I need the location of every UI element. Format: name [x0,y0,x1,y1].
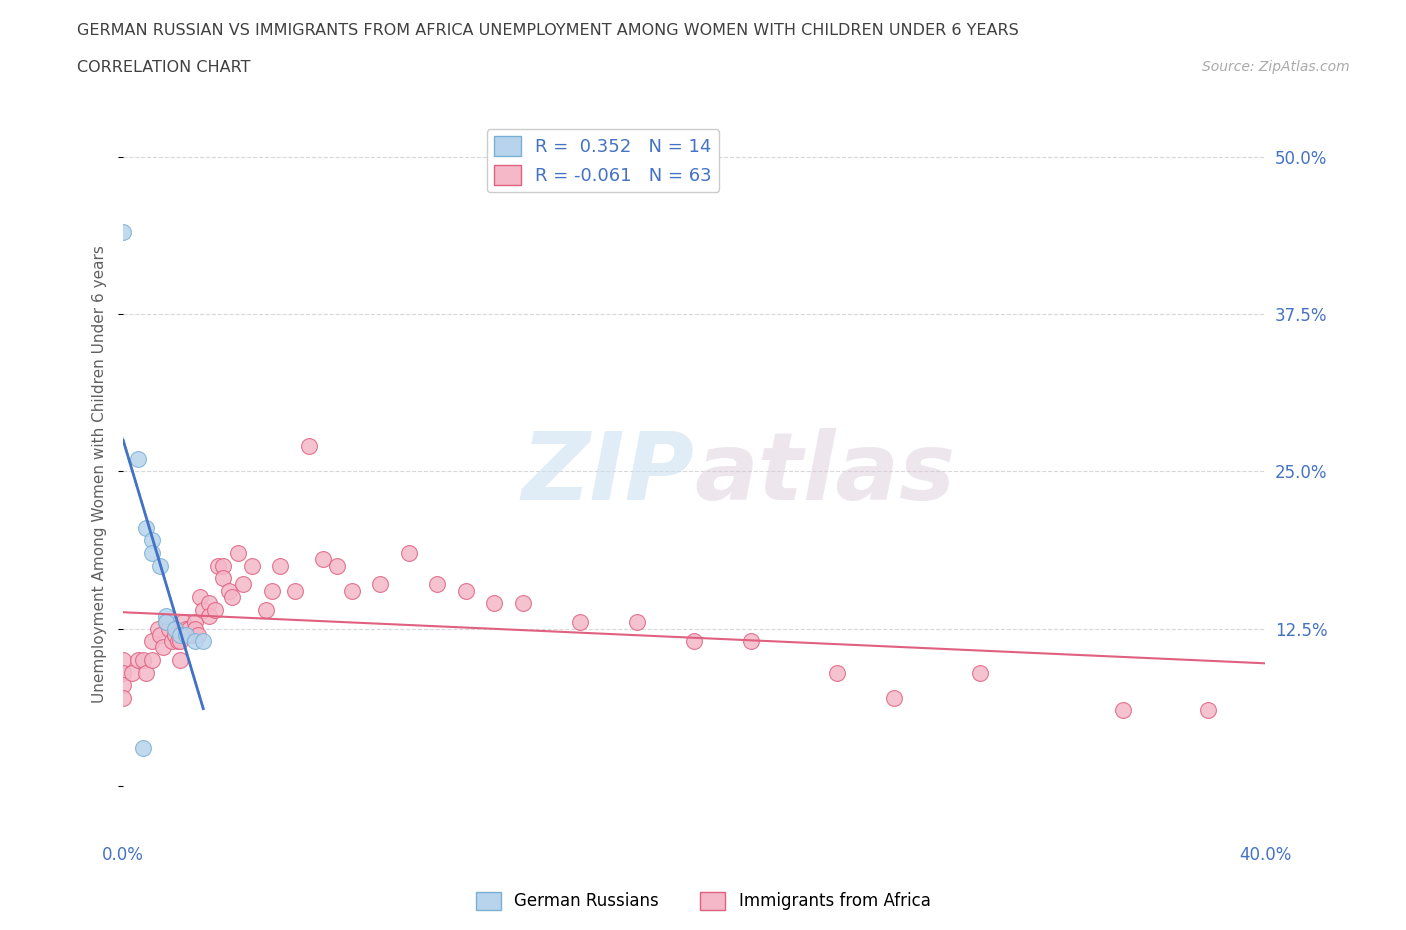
Point [112,653,135,668]
Point [121,665,143,680]
Point [1111,703,1133,718]
Point [368,577,391,591]
Point [232,577,254,591]
Text: ZIP: ZIP [522,429,695,521]
Legend: R =  0.352   N = 14, R = -0.061   N = 63: R = 0.352 N = 14, R = -0.061 N = 63 [486,129,720,193]
Point [132,653,155,668]
Point [160,633,183,648]
Point [163,621,186,636]
Point [312,551,335,566]
Point [260,583,283,598]
Point [112,690,135,705]
Point [149,628,172,643]
Point [166,633,188,648]
Point [169,633,191,648]
Point [190,590,212,604]
Point [969,665,991,680]
Point [155,615,177,630]
Point [141,653,163,668]
Point [186,628,208,643]
Point [221,590,243,604]
Point [226,546,249,561]
Point [883,690,905,705]
Point [157,621,180,636]
Point [127,451,149,466]
Point [683,633,706,648]
Point [141,533,163,548]
Y-axis label: Unemployment Among Women with Children Under 6 years: Unemployment Among Women with Children U… [93,246,107,703]
Point [146,621,169,636]
Point [172,615,194,630]
Point [163,628,186,643]
Point [112,678,135,693]
Point [112,225,135,240]
Point [484,596,506,611]
Point [212,571,235,586]
Point [626,615,648,630]
Point [135,521,157,536]
Point [155,608,177,623]
Point [141,633,163,648]
Point [180,628,202,643]
Point [174,628,197,643]
Point [284,583,307,598]
Point [155,615,177,630]
Text: Source: ZipAtlas.com: Source: ZipAtlas.com [1202,60,1350,74]
Point [204,603,226,618]
Point [212,558,235,573]
Point [207,558,229,573]
Point [183,621,205,636]
Point [398,546,420,561]
Text: CORRELATION CHART: CORRELATION CHART [77,60,250,75]
Point [149,558,172,573]
Point [152,640,174,655]
Point [112,665,135,680]
Point [183,615,205,630]
Point [127,653,149,668]
Point [218,583,240,598]
Point [512,596,534,611]
Point [193,603,215,618]
Text: GERMAN RUSSIAN VS IMMIGRANTS FROM AFRICA UNEMPLOYMENT AMONG WOMEN WITH CHILDREN : GERMAN RUSSIAN VS IMMIGRANTS FROM AFRICA… [77,23,1019,38]
Point [177,621,200,636]
Point [174,621,197,636]
Point [569,615,592,630]
Point [135,665,157,680]
Point [193,633,215,648]
Point [426,577,449,591]
Point [198,608,221,623]
Point [269,558,291,573]
Point [326,558,349,573]
Point [169,653,191,668]
Point [240,558,263,573]
Legend: German Russians, Immigrants from Africa: German Russians, Immigrants from Africa [468,885,938,917]
Point [740,633,762,648]
Point [340,583,363,598]
Point [198,596,221,611]
Point [183,633,205,648]
Point [454,583,477,598]
Point [169,628,191,643]
Point [132,740,155,755]
Point [825,665,848,680]
Point [298,439,321,454]
Point [1197,703,1219,718]
Point [141,546,163,561]
Point [254,603,277,618]
Text: atlas: atlas [695,429,956,521]
